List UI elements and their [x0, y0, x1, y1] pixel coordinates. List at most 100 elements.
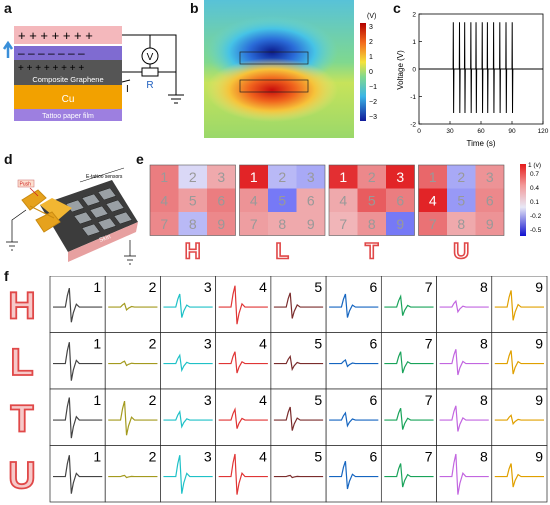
cu-layer — [14, 85, 122, 109]
signal-cell: 7 — [380, 445, 437, 503]
heatmap-cell — [357, 188, 386, 212]
signal-cell-frame — [380, 276, 437, 333]
negative-charges: – – – – – – – — [18, 46, 85, 60]
panel-d-device-illustration: Push E-tattoo sensors Skin — [6, 167, 138, 265]
heatmap-cell — [386, 212, 415, 236]
heatmap-letter: L — [276, 239, 289, 264]
signal-cell: 7 — [380, 388, 437, 446]
heatmap-cell-number: 4 — [429, 192, 437, 208]
signal-cell: 9 — [491, 276, 548, 333]
x-tick-label: 90 — [508, 128, 516, 135]
row-letter: U — [8, 455, 35, 497]
heatmap-cell-number: 3 — [396, 169, 404, 185]
signal-trace — [329, 359, 379, 368]
signal-cell: 9 — [491, 388, 548, 446]
wire-right — [150, 34, 177, 72]
positive-charges: + + + + + + + — [18, 28, 93, 43]
signal-cell-number: 6 — [370, 336, 378, 352]
heatmap-colorbar-unit: 1 (v) — [528, 162, 541, 169]
signal-cell-frame — [270, 276, 327, 333]
heatmap-border — [239, 164, 326, 236]
signal-cell-frame — [215, 388, 272, 446]
signal-cell-frame — [325, 276, 382, 333]
heatmap-cell-number: 2 — [457, 169, 465, 185]
top-electrode-outline — [239, 51, 309, 65]
signal-cell: 6 — [325, 445, 382, 503]
positive-potential-region — [206, 58, 338, 122]
colorbar-tick-label: 0 — [369, 69, 373, 76]
signal-cell-frame — [380, 388, 437, 446]
signal-cell-number: 4 — [259, 449, 267, 465]
heatmap-cell — [268, 212, 297, 236]
heatmap-cell — [207, 165, 236, 189]
signal-trace — [53, 397, 103, 439]
signal-trace — [384, 351, 434, 374]
signal-cell: 2 — [104, 445, 161, 503]
heatmap-cell — [207, 188, 236, 212]
signal-cell-number: 6 — [370, 392, 378, 408]
heatmap-cell-number: 7 — [250, 216, 258, 232]
panel-label-d: d — [4, 151, 13, 167]
heatmap-cell — [296, 165, 325, 189]
heatmap-cell — [268, 188, 297, 212]
signal-cell-number: 1 — [93, 336, 101, 352]
signal-cell-number: 8 — [480, 336, 488, 352]
signal-cell-frame — [104, 332, 161, 390]
signal-cell-number: 5 — [314, 449, 322, 465]
signal-trace — [108, 400, 158, 436]
heatmap-cell — [357, 165, 386, 189]
graphene-positive-charges: + + + + + + + + — [18, 63, 84, 74]
signal-cell-number: 6 — [370, 279, 378, 295]
heatmap-cell — [357, 212, 386, 236]
signal-cell-number: 3 — [204, 336, 212, 352]
signal-cell: 9 — [491, 332, 548, 390]
signal-cell-number: 3 — [204, 392, 212, 408]
heatmap-border — [149, 164, 236, 236]
colorbar-tick-label: 1 — [369, 54, 373, 61]
sensor-bracket — [79, 167, 125, 183]
signal-trace — [163, 293, 213, 318]
signal-trace — [218, 453, 268, 495]
heatmap-cell — [150, 165, 179, 189]
heatmap-cell — [178, 165, 207, 189]
panel-label-c: c — [393, 0, 401, 16]
signal-cell-number: 2 — [149, 449, 157, 465]
heatmap-cell-number: 1 — [160, 169, 168, 185]
heatmap-letter: U — [453, 239, 469, 264]
heatmap-letter: H — [185, 239, 201, 264]
tattoo-film-label: Tattoo paper film — [42, 113, 94, 120]
push-label: Push — [20, 182, 32, 188]
heatmap-cell-number: 7 — [429, 216, 437, 232]
signal-cell-frame — [215, 332, 272, 390]
heatmap-cell-number: 6 — [486, 192, 494, 208]
heatmap-border — [328, 164, 415, 236]
x-axis-label: Time (s) — [466, 139, 495, 148]
heatmap-cell-number: 2 — [368, 169, 376, 185]
signal-cell-number: 8 — [480, 449, 488, 465]
h-shaped-stamp — [21, 189, 61, 233]
heatmap-colorbar-ticks: 0.7 0.4 0.1 -0.2 -0.5 — [530, 171, 542, 234]
heatmap-cell-number: 7 — [339, 216, 347, 232]
signal-cell: 6 — [325, 388, 382, 446]
signal-trace — [439, 349, 489, 376]
signal-trace — [494, 350, 544, 375]
heatmap-cell-number: 1 — [339, 169, 347, 185]
panel-b-potential-map: (V) 3 2 1 0 −1 −2 −3 — [204, 0, 377, 138]
heatmap-cell — [329, 212, 358, 236]
heatmap-cell-number: 4 — [250, 192, 258, 208]
graphene-layer — [14, 60, 122, 85]
signal-trace — [329, 460, 379, 490]
row-letter: T — [10, 398, 33, 440]
motion-arrow-icon — [2, 40, 14, 58]
signal-cell: 2 — [104, 388, 161, 446]
signal-cell: 6 — [325, 276, 382, 333]
signal-cell-number: 3 — [204, 279, 212, 295]
heatmap-cell — [447, 188, 476, 212]
heatmap-cell-number: 6 — [396, 192, 404, 208]
signal-cell: 1 — [49, 445, 106, 503]
heatmap-cell-number: 6 — [307, 192, 315, 208]
signal-trace — [163, 353, 213, 373]
heatmap-cell-number: 3 — [217, 169, 225, 185]
colorbar-unit: (V) — [367, 13, 376, 20]
colorbar-tick-label: 3 — [369, 24, 373, 31]
